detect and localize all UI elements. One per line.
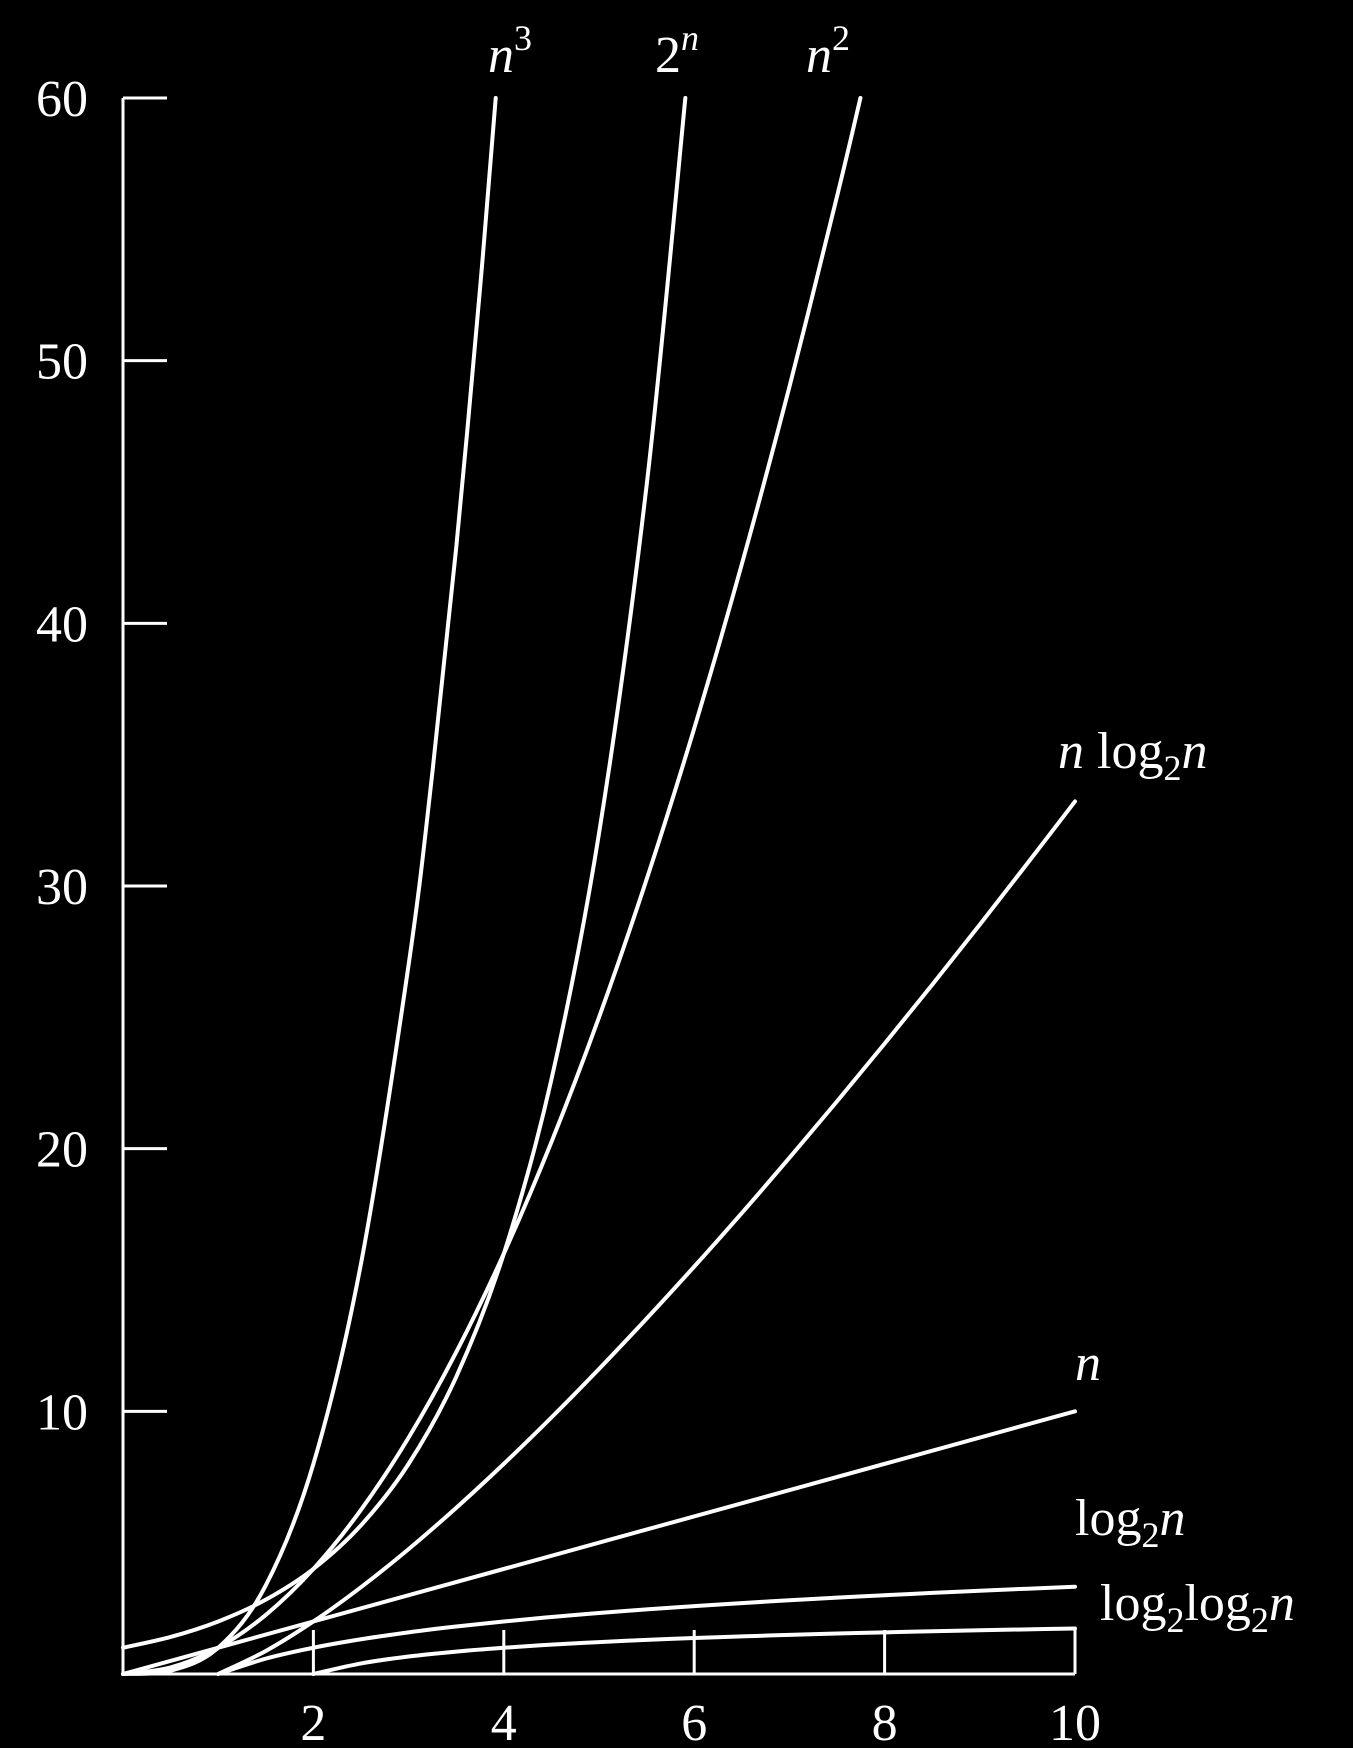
curve-label-log2n: log2​n (1075, 1490, 1185, 1555)
x-tick-label: 10 (1049, 1695, 1101, 1748)
curve-label-log2log2n: log2​log2​n (1100, 1575, 1295, 1640)
curve-log2n (216, 1584, 1077, 1676)
y-tick-label: 10 (36, 1384, 88, 1441)
curve-labels: n3​ 2n​ n2​ n log2​n n log2​n log2​log2​n (488, 18, 1295, 1640)
y-tick-label: 30 (36, 859, 88, 916)
curve-log2log2n (311, 1626, 1077, 1676)
curve-2n (121, 96, 688, 1650)
y-tick-label: 40 (36, 596, 88, 653)
x-tick-label: 8 (872, 1695, 898, 1748)
axes: 10 20 30 40 50 60 2 4 6 8 10 (36, 71, 1101, 1748)
x-tick-label: 6 (681, 1695, 707, 1748)
curve-label-n-log2n: n log2​n (1058, 723, 1207, 788)
curve-label-n3: n3​ (488, 18, 532, 84)
x-tick-label: 4 (491, 1695, 517, 1748)
curve-label-2n: 2n​ (655, 18, 699, 84)
curve-n3 (121, 96, 498, 1676)
curve-n (121, 1409, 1077, 1676)
y-tick-label: 20 (36, 1122, 88, 1179)
curve-label-n: n (1075, 1335, 1101, 1392)
curve-label-n2: n2​ (806, 18, 850, 84)
curve-n-log2n (216, 799, 1077, 1676)
curves (121, 96, 1077, 1676)
x-tick-label: 2 (300, 1695, 326, 1748)
curve-n2 (121, 96, 863, 1676)
y-tick-label: 50 (36, 334, 88, 391)
y-tick-label: 60 (36, 71, 88, 128)
